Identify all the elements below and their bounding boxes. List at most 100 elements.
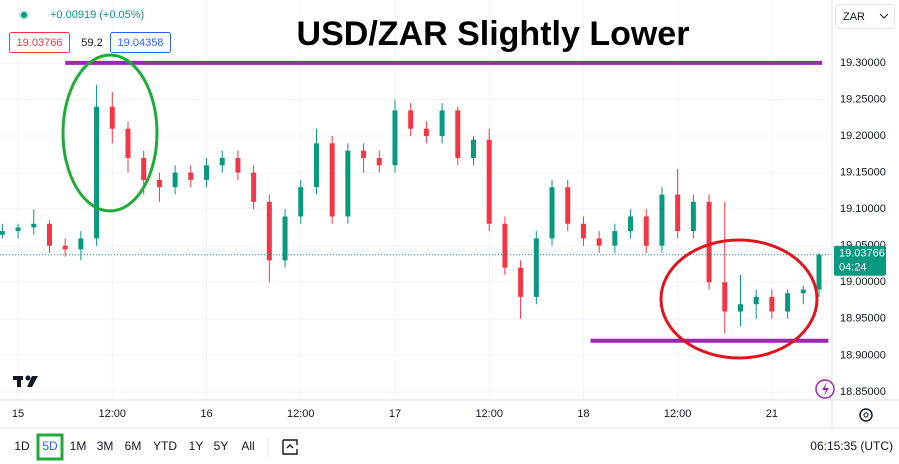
candle-body bbox=[549, 187, 555, 239]
dropdown-arrow bbox=[879, 13, 889, 19]
period-button[interactable]: 1Y bbox=[189, 439, 204, 453]
candle-body bbox=[282, 216, 288, 261]
y-tick-label: 19.30000 bbox=[840, 57, 886, 69]
candle-body bbox=[251, 172, 257, 202]
candle-body bbox=[423, 128, 429, 137]
candle-body bbox=[533, 238, 539, 297]
candle-body bbox=[376, 157, 382, 166]
y-tick-label: 18.90000 bbox=[840, 349, 886, 361]
candle-body bbox=[659, 194, 665, 246]
x-tick-label: 21 bbox=[766, 408, 778, 420]
candle-body bbox=[753, 296, 759, 305]
x-tick-label: 12:00 bbox=[287, 408, 315, 420]
toolbar: 1D 5D 1M 3M 6M YTD 1Y 5Y All bbox=[14, 433, 255, 461]
sell-button[interactable] bbox=[9, 32, 70, 53]
candle-body bbox=[628, 216, 634, 232]
x-tick-label: 18 bbox=[577, 408, 589, 420]
period-selected bbox=[36, 433, 64, 461]
currency-select[interactable] bbox=[835, 4, 895, 29]
candle-body bbox=[471, 139, 477, 158]
status-dot bbox=[21, 12, 27, 18]
y-tick-label: 19.20000 bbox=[840, 130, 886, 142]
candle-body bbox=[188, 172, 194, 180]
candle-body bbox=[518, 267, 524, 297]
candle-body bbox=[266, 201, 272, 261]
countdown: 04:24 bbox=[839, 262, 867, 274]
candle-body bbox=[204, 165, 210, 180]
spread: 59.2 bbox=[81, 37, 102, 49]
settings-icon-core bbox=[863, 412, 869, 418]
candle-body bbox=[722, 282, 728, 312]
x-tick-label: 15 bbox=[12, 408, 24, 420]
candle-body bbox=[15, 227, 21, 232]
candle-body bbox=[235, 157, 241, 173]
candle-body bbox=[172, 172, 178, 188]
candle-body bbox=[62, 245, 68, 250]
candle-body bbox=[769, 296, 775, 312]
highlight-ellipse bbox=[659, 238, 819, 360]
tv-logo bbox=[13, 375, 38, 387]
y-tick-label: 19.15000 bbox=[840, 166, 886, 178]
candle-body bbox=[455, 110, 461, 158]
last-price-box bbox=[834, 245, 886, 276]
candle-body bbox=[313, 143, 319, 188]
candle-body bbox=[502, 223, 508, 268]
y-tick-label: 19.00000 bbox=[840, 276, 886, 288]
candles bbox=[0, 84, 830, 334]
replay-icon[interactable] bbox=[282, 439, 298, 455]
candle-body bbox=[94, 106, 100, 239]
period-button[interactable]: YTD bbox=[153, 439, 177, 453]
x-tick-label: 12:00 bbox=[664, 408, 692, 420]
y-tick-label: 19.25000 bbox=[840, 93, 886, 105]
candle-body bbox=[612, 231, 618, 246]
candle-body bbox=[706, 201, 712, 283]
candle-body bbox=[329, 143, 335, 217]
period-button[interactable]: 6M bbox=[125, 439, 142, 453]
x-tick-label: 12:00 bbox=[99, 408, 127, 420]
candle-body bbox=[78, 238, 84, 250]
period-button[interactable]: 3M bbox=[97, 439, 114, 453]
sell-price[interactable]: 19.03766 bbox=[17, 37, 63, 49]
candle-body bbox=[408, 110, 414, 129]
chart-title: USD/ZAR Slightly Lower bbox=[297, 15, 690, 53]
logo-part bbox=[17, 376, 21, 387]
alert-bolt bbox=[822, 382, 829, 396]
candle-body bbox=[737, 304, 743, 312]
candle-body bbox=[675, 194, 681, 232]
axes: 18.8500018.9000018.9500019.0000019.05000… bbox=[12, 57, 886, 420]
highlight-ellipse bbox=[61, 53, 159, 213]
period-button[interactable]: 5Y bbox=[214, 439, 229, 453]
x-tick-label: 12:00 bbox=[475, 408, 503, 420]
period-button[interactable]: 5D bbox=[42, 439, 58, 453]
levels bbox=[65, 60, 829, 343]
period-button[interactable]: 1D bbox=[14, 439, 30, 453]
candle-body bbox=[298, 187, 304, 217]
candle-body bbox=[785, 293, 791, 312]
candle-body bbox=[486, 139, 492, 224]
clock: 06:15:35 (UTC) bbox=[810, 439, 893, 453]
candle-body bbox=[816, 254, 822, 290]
candle-body bbox=[141, 157, 147, 180]
candle-body bbox=[125, 128, 131, 158]
candle-body bbox=[219, 157, 225, 166]
candle-body bbox=[345, 150, 351, 217]
buy-button[interactable] bbox=[110, 32, 171, 53]
candle-body bbox=[800, 289, 806, 294]
candle-body bbox=[690, 201, 696, 232]
period-button[interactable]: All bbox=[241, 439, 254, 453]
settings-icon[interactable] bbox=[859, 408, 873, 422]
candle-body bbox=[439, 110, 445, 137]
period-button[interactable]: 1M bbox=[70, 439, 87, 453]
candle-body bbox=[109, 106, 115, 129]
y-tick-label: 18.95000 bbox=[840, 313, 886, 325]
logo-part bbox=[27, 376, 38, 387]
buy-price[interactable]: 19.04358 bbox=[118, 37, 164, 49]
candle-body bbox=[31, 223, 37, 228]
logo-part bbox=[25, 375, 31, 381]
candle-body bbox=[565, 187, 571, 224]
candle-body bbox=[392, 110, 398, 166]
candle-body bbox=[156, 179, 162, 188]
currency-label[interactable]: ZAR bbox=[843, 11, 865, 23]
y-tick-label: 19.10000 bbox=[840, 203, 886, 215]
